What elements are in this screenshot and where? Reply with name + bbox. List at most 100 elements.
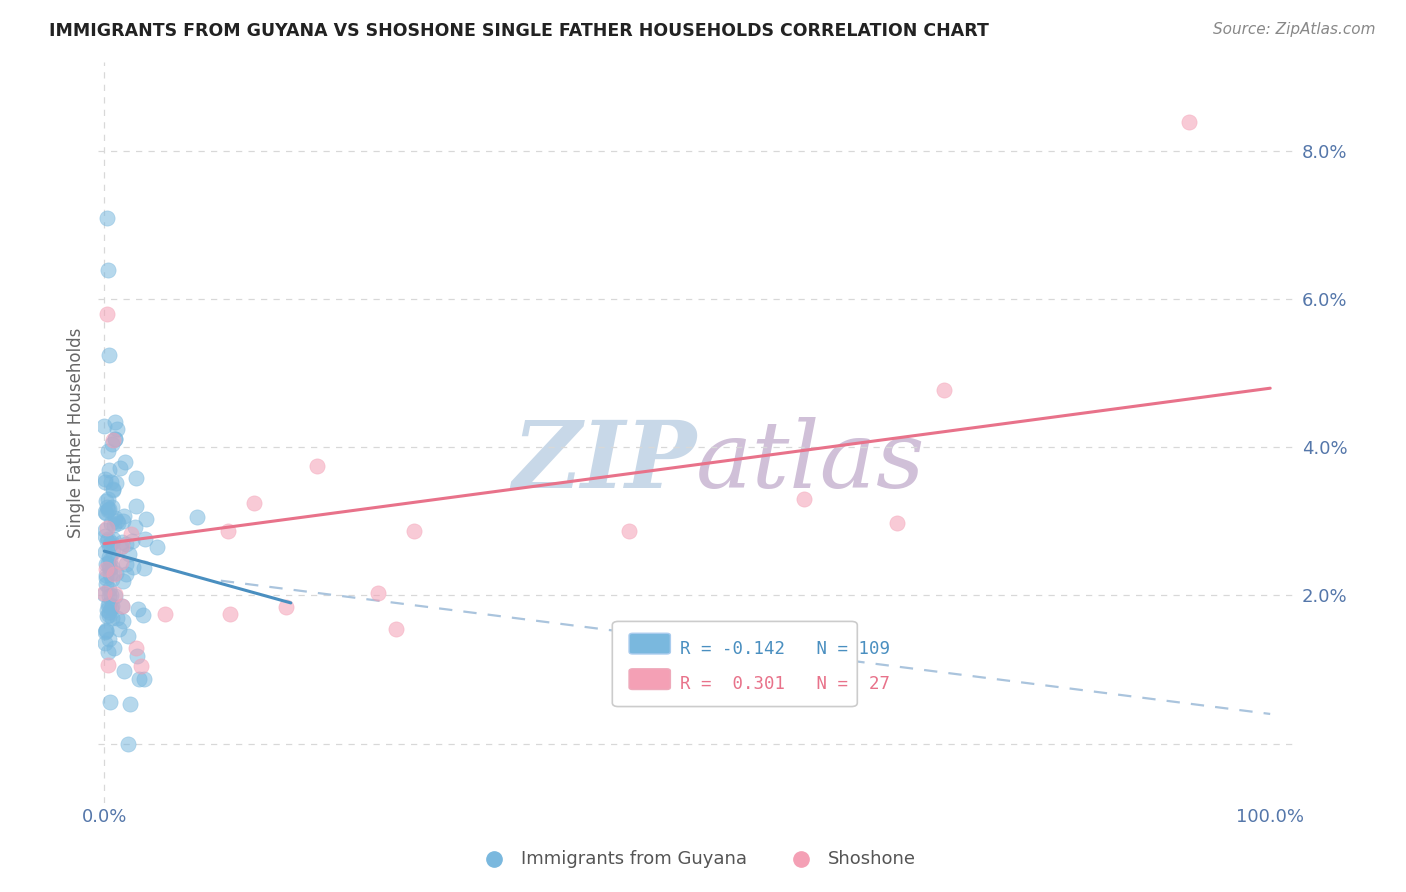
Legend: Immigrants from Guyana, Shoshone: Immigrants from Guyana, Shoshone <box>468 843 924 875</box>
Point <box>96 307 118 321</box>
Point <box>384 622 406 636</box>
Point <box>114 455 136 469</box>
Point <box>134 672 156 686</box>
Point <box>98 536 121 550</box>
Point <box>134 532 156 546</box>
Point <box>112 508 135 523</box>
Point <box>94 505 117 519</box>
Point <box>114 537 136 551</box>
Point <box>128 672 150 686</box>
Point <box>96 500 118 515</box>
Point <box>93 586 115 600</box>
Point <box>110 461 132 475</box>
FancyBboxPatch shape <box>628 669 671 690</box>
Point <box>103 640 125 655</box>
Point <box>129 658 152 673</box>
Point <box>111 534 134 549</box>
Point <box>94 529 117 543</box>
Point <box>94 475 117 489</box>
Point <box>120 527 142 541</box>
Point <box>94 625 117 640</box>
Point <box>218 607 240 621</box>
Point <box>98 553 121 567</box>
Point <box>186 509 208 524</box>
Point <box>97 532 120 546</box>
FancyBboxPatch shape <box>628 633 671 654</box>
Point <box>98 632 121 647</box>
Y-axis label: Single Father Households: Single Father Households <box>67 327 86 538</box>
Point <box>115 558 138 572</box>
Point <box>111 599 134 613</box>
Point <box>124 520 146 534</box>
Point <box>96 521 118 535</box>
Point <box>104 432 127 446</box>
Point <box>105 514 128 528</box>
Point <box>105 422 128 436</box>
Point <box>101 436 124 450</box>
Point <box>97 597 120 611</box>
Point <box>932 383 955 397</box>
Point <box>125 641 148 656</box>
Point <box>101 483 124 498</box>
Point <box>104 590 127 604</box>
Point <box>96 608 118 623</box>
Point <box>96 603 118 617</box>
Point <box>107 622 129 636</box>
Point <box>101 572 124 586</box>
Point <box>98 501 121 516</box>
Point <box>132 607 155 622</box>
Point <box>104 415 127 429</box>
Point <box>100 475 122 489</box>
Point <box>121 560 143 574</box>
Point <box>107 516 129 530</box>
Point <box>100 588 122 602</box>
Point <box>793 491 815 506</box>
Point <box>112 515 135 529</box>
Point <box>97 582 120 597</box>
Point <box>94 562 117 576</box>
Point <box>97 645 120 659</box>
Point <box>96 576 118 591</box>
Point <box>117 737 139 751</box>
Point <box>94 635 117 649</box>
Point <box>101 532 124 546</box>
Point <box>93 419 115 434</box>
Point <box>112 664 135 678</box>
Point <box>98 560 121 574</box>
Point <box>98 567 121 582</box>
Text: IMMIGRANTS FROM GUYANA VS SHOSHONE SINGLE FATHER HOUSEHOLDS CORRELATION CHART: IMMIGRANTS FROM GUYANA VS SHOSHONE SINGL… <box>49 22 988 40</box>
Point <box>94 557 117 571</box>
Point <box>101 482 124 496</box>
Point <box>118 697 141 711</box>
Point <box>100 500 122 515</box>
Point <box>617 524 640 538</box>
Point <box>127 648 149 663</box>
Point <box>132 561 155 575</box>
Point <box>111 574 134 589</box>
Point <box>125 470 148 484</box>
Point <box>94 506 117 520</box>
Point <box>117 629 139 643</box>
Point <box>115 566 138 581</box>
Point <box>97 463 120 477</box>
Point <box>1177 114 1199 128</box>
Point <box>101 560 124 574</box>
Point <box>153 607 176 621</box>
Point <box>110 599 132 613</box>
Point <box>110 540 132 554</box>
Point <box>217 524 239 538</box>
Point <box>103 518 125 533</box>
Point <box>104 475 127 490</box>
Point <box>94 472 117 486</box>
Point <box>146 540 169 554</box>
Point <box>100 601 122 615</box>
Point <box>100 516 122 531</box>
Point <box>110 555 132 569</box>
FancyBboxPatch shape <box>613 622 858 706</box>
Point <box>97 598 120 612</box>
Point <box>402 524 425 539</box>
Point <box>307 458 329 473</box>
Point <box>98 539 121 553</box>
Point <box>98 695 121 709</box>
Point <box>127 602 149 616</box>
